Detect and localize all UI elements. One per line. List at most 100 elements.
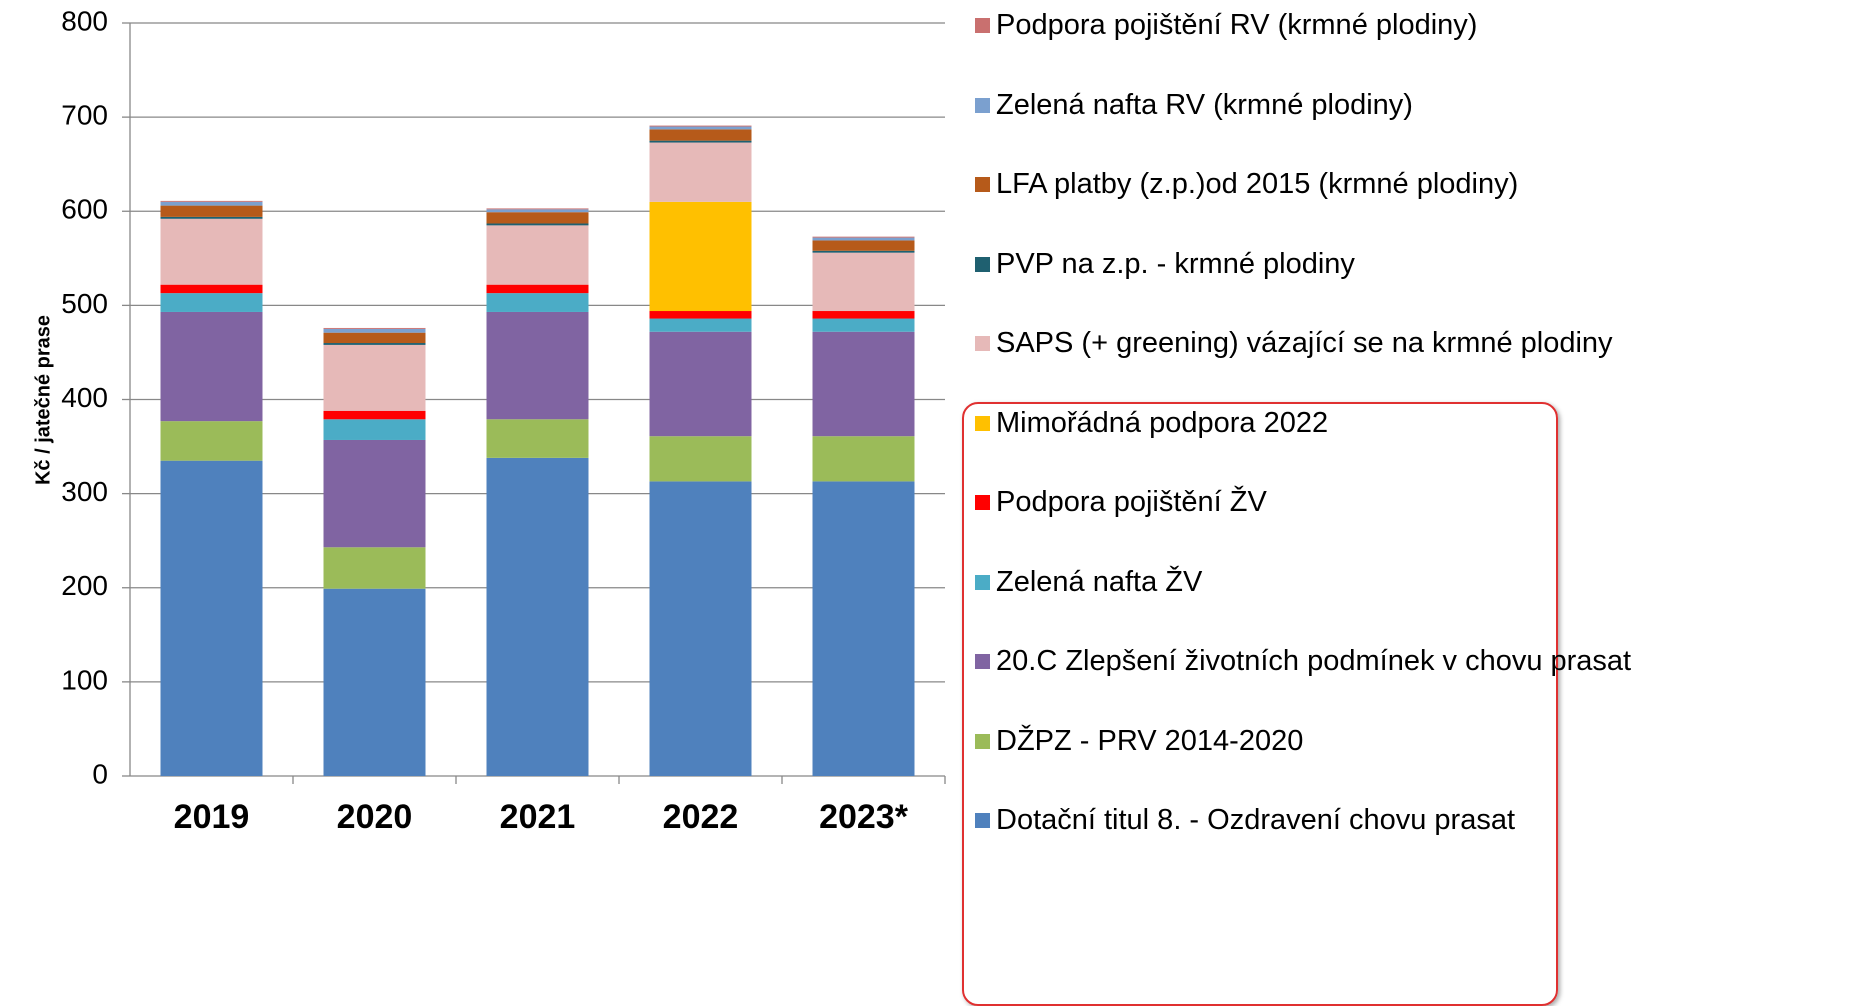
legend-label: Mimořádná podpora 2022 [996,406,1329,439]
y-tick-label: 800 [61,5,108,36]
bar-segment [649,142,752,202]
legend-entry: LFA platby (z.p.)od 2015 (krmné plodiny) [975,167,1845,201]
bar-segment [160,460,263,776]
bar-segment [160,293,263,312]
legend-swatch [975,733,990,749]
legend-label: DŽPZ - PRV 2014-2020 [996,724,1304,757]
legend-entry: Zelená nafta RV (krmné plodiny) [975,88,1845,122]
bar-segment [812,331,915,437]
y-tick-label: 500 [61,288,108,319]
bar-segment [649,318,752,332]
legend-entry: DŽPZ - PRV 2014-2020 [975,724,1845,758]
bar-segment [486,293,589,312]
legend-swatch [975,574,990,590]
bar-segment [323,328,426,333]
bar-segment [812,436,915,482]
legend-label: SAPS (+ greening) vázající se na krmné p… [996,327,1613,359]
legend-entry: PVP na z.p. - krmné plodiny [975,247,1845,281]
legend-swatch [975,336,990,351]
legend-swatch [975,654,990,669]
legend-entry: Dotační titul 8. - Ozdravení chovu prasa… [975,803,1845,837]
bar-segment [649,140,752,143]
bar-segment [812,236,915,238]
x-tick-label: 2023* [819,798,909,836]
x-tick-label: 2021 [500,798,576,836]
bar-segment [486,225,589,285]
bar-segment [649,331,752,437]
legend-swatch [975,177,990,192]
bar-segment [649,125,752,127]
legend-label: 20.C Zlepšení životních podmínek v chovu… [996,645,1632,677]
y-tick-label: 700 [61,100,108,131]
bar-segment [812,237,915,241]
y-tick-label: 100 [61,664,108,695]
bar-segment [812,252,915,312]
bar-segment [649,436,752,482]
legend-label: Podpora pojištění RV (krmné plodiny) [996,9,1478,41]
bar-segment [486,209,589,213]
bar-segment [160,311,263,422]
y-tick-label: 400 [61,382,108,413]
bar-segment [323,547,426,589]
bar-segment [486,311,589,420]
legend-swatch [975,18,990,33]
y-tick-label: 0 [92,758,108,789]
bar-segment [160,205,263,217]
bar-segment [486,212,589,224]
x-tick-label: 2022 [663,798,739,836]
y-tick-label: 200 [61,570,108,601]
bar-segment [323,588,426,776]
bar-segment [486,419,589,458]
bar-segment [160,284,263,294]
bar-segment [812,250,915,253]
bar-segment [323,410,426,420]
bar-segment [649,126,752,130]
bar-segment [160,218,263,285]
bar-segment [486,457,589,776]
bar-segment [160,421,263,461]
bar-segment [812,240,915,251]
bar-segment [649,481,752,776]
bar-segment [323,332,426,344]
legend-swatch [975,256,990,272]
legend-swatch [975,813,990,828]
legend-entry: 20.C Zlepšení životních podmínek v chovu… [975,644,1845,678]
legend-label: Zelená nafta ŽV [996,565,1203,598]
y-tick-label: 300 [61,476,108,507]
bar-segment [486,223,589,226]
bar-segment [323,327,426,329]
bar-segment [323,419,426,440]
legend-swatch [975,415,990,431]
bar-segment [649,311,752,319]
bar-segment [160,216,263,219]
legend-label: Podpora pojištění ŽV [996,486,1267,518]
bar-segment [323,343,426,345]
legend-entry: Podpora pojištění RV (krmné plodiny) [975,8,1845,42]
legend-entry: Mimořádná podpora 2022 [975,406,1845,440]
bar-segment [649,129,752,141]
legend-entry: SAPS (+ greening) vázající se na krmné p… [975,326,1845,360]
legend-entry: Zelená nafta ŽV [975,565,1845,599]
x-tick-label: 2020 [337,798,413,836]
bar-segment [812,481,915,776]
legend-entry: Podpora pojištění ŽV [975,485,1845,519]
legend-swatch [975,495,990,510]
legend-label: PVP na z.p. - krmné plodiny [996,247,1355,280]
bar-segment [323,344,426,411]
x-tick-label: 2019 [174,798,250,836]
legend-swatch [975,97,990,113]
y-tick-label: 600 [61,194,108,225]
bar-segment [160,201,263,206]
legend-label: Dotační titul 8. - Ozdravení chovu prasa… [996,804,1516,836]
legend-label: Zelená nafta RV (krmné plodiny) [996,88,1413,121]
bar-segment [160,200,263,202]
bar-segment [649,201,752,312]
y-axis-title: Kč / jatečné prase [32,315,54,485]
bar-segment [486,208,589,210]
bar-segment [812,318,915,332]
legend-label: LFA platby (z.p.)od 2015 (krmné plodiny) [996,168,1519,200]
bar-segment [323,439,426,548]
bar-segment [486,284,589,294]
